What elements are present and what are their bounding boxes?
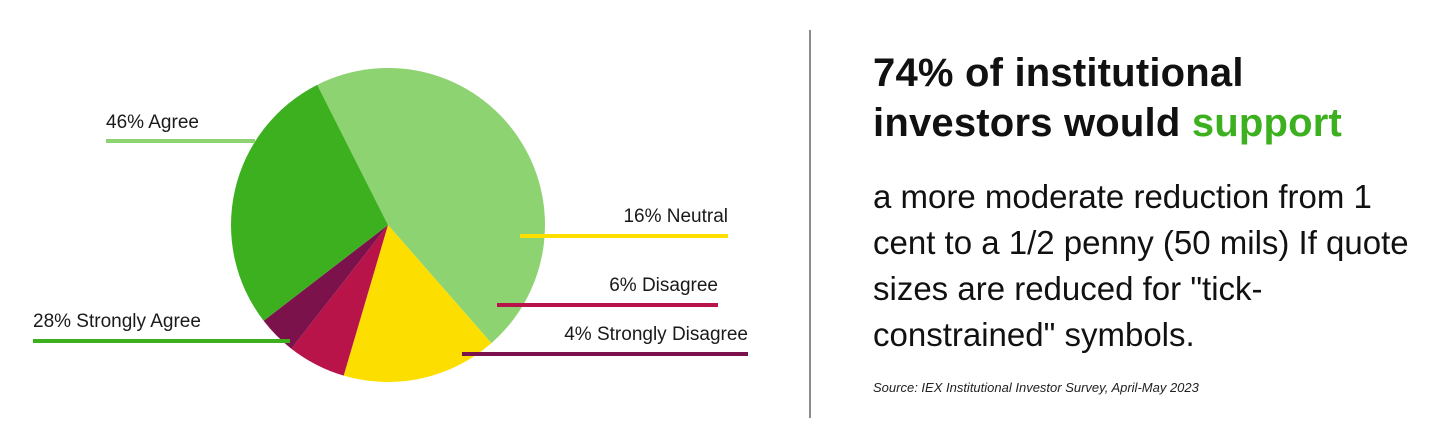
- pie-slice: [230, 84, 388, 321]
- pie-leader-lines: [33, 139, 748, 356]
- body-text: a more moderate reduction from 1 cent to…: [873, 178, 1409, 353]
- slice-label: 16% Neutral: [623, 206, 728, 227]
- source-note: Source: IEX Institutional Investor Surve…: [873, 380, 1199, 395]
- headline: 74% of institutional investors would sup…: [873, 48, 1413, 148]
- pie-slice: [291, 225, 388, 376]
- pie-slice: [317, 67, 546, 344]
- headline-accent: support: [1191, 101, 1343, 145]
- slice-label: 6% Disagree: [609, 275, 718, 296]
- pie-slices: [230, 67, 546, 382]
- summary-panel: 74% of institutional investors would sup…: [873, 48, 1413, 395]
- headline-line2: investors would: [873, 101, 1192, 145]
- slice-label: 28% Strongly Agree: [33, 311, 201, 332]
- headline-line1: 74% of institutional: [873, 51, 1244, 95]
- vertical-divider: [809, 30, 811, 418]
- pie-slice: [343, 225, 492, 382]
- pie-chart: 46% Agree 16% Neutral 6% Disagree 4% Strong…: [33, 67, 748, 382]
- slice-label: 46% Agree: [106, 112, 199, 133]
- slice-label: 4% Strongly Disagree: [564, 324, 748, 345]
- pie-slice: [263, 225, 388, 349]
- pie-labels: 46% Agree 16% Neutral 6% Disagree 4% Strong…: [33, 112, 748, 345]
